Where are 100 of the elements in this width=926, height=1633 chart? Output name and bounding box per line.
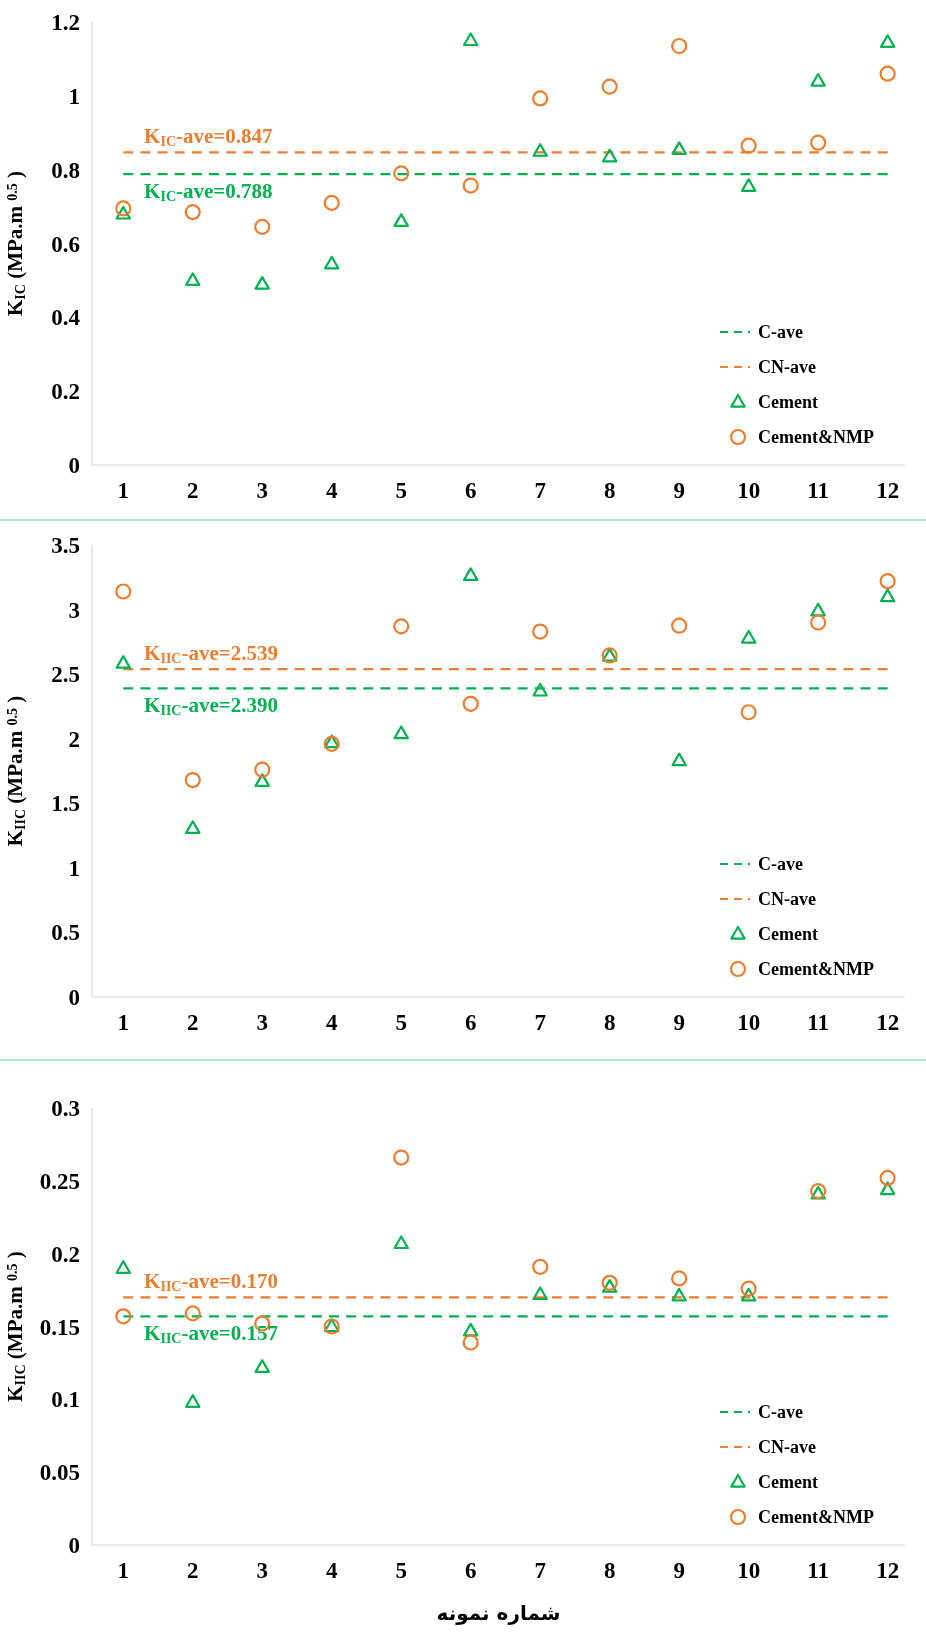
point — [601, 1274, 618, 1291]
point — [532, 1258, 549, 1275]
legend-label: Cement — [758, 392, 818, 412]
x-tick-label: 2 — [187, 1558, 199, 1583]
point — [740, 178, 757, 192]
y-tick-label: 0.5 — [51, 920, 80, 946]
y-tick-label: 0.8 — [51, 157, 80, 183]
x-tick-label: 10 — [737, 1558, 761, 1583]
point — [184, 771, 201, 789]
legend-label: CN-ave — [758, 357, 816, 377]
point — [740, 629, 757, 644]
legend-label: C-ave — [758, 854, 803, 874]
x-tick-label: 11 — [807, 1558, 830, 1583]
x-tick-label: 6 — [464, 1010, 477, 1035]
legend-label: Cement — [758, 1472, 818, 1492]
point — [254, 761, 271, 778]
x-tick-label: 12 — [876, 1558, 900, 1583]
point — [671, 1270, 688, 1287]
x-tick-label: 2 — [187, 478, 199, 503]
point — [879, 34, 896, 48]
point — [115, 655, 132, 669]
y-tick-label: 0.05 — [39, 1460, 80, 1486]
point — [879, 65, 896, 82]
x-tick-label: 5 — [395, 478, 407, 503]
point — [462, 695, 479, 712]
point — [254, 276, 270, 290]
point — [323, 194, 340, 211]
x-tick-label: 7 — [534, 1558, 546, 1583]
point — [879, 1181, 896, 1196]
point — [393, 725, 409, 740]
point — [810, 602, 826, 617]
point — [740, 137, 757, 154]
x-axis-title: شماره نمونه — [436, 1601, 561, 1625]
x-tick-label: 4 — [325, 478, 338, 503]
y-tick-label: 1.5 — [51, 791, 80, 817]
point — [184, 1305, 201, 1322]
y-tick-label: 0.3 — [51, 1096, 80, 1121]
y-tick-label: 0.25 — [39, 1168, 80, 1194]
point — [323, 255, 340, 270]
point — [185, 272, 201, 287]
x-tick-label: 3 — [256, 1010, 268, 1035]
y-tick-label: 0 — [68, 1533, 80, 1558]
point — [462, 1322, 479, 1337]
y-tick-label: 0.1 — [51, 1387, 80, 1413]
point — [115, 583, 132, 600]
point — [532, 143, 548, 157]
y-tick-label: 1.2 — [51, 10, 80, 35]
y-tick-label: 0.6 — [51, 231, 80, 257]
point — [462, 32, 479, 47]
y-tick-label: 0 — [68, 453, 80, 478]
point — [810, 72, 826, 87]
y-tick-label: 0.15 — [39, 1314, 80, 1340]
x-tick-label: 10 — [737, 478, 761, 503]
y-tick-label: 1 — [68, 855, 80, 881]
point — [810, 134, 827, 151]
x-tick-label: 1 — [117, 1010, 130, 1035]
point — [532, 623, 549, 640]
point — [671, 37, 688, 55]
legend-label: Cement&NMP — [758, 1507, 874, 1527]
x-tick-label: 6 — [464, 1558, 477, 1583]
point — [879, 573, 896, 590]
point — [671, 141, 687, 156]
point — [462, 1334, 479, 1351]
annotation: K$_{IIC}$-ave=2.390 — [144, 693, 279, 718]
point — [740, 1287, 757, 1302]
x-tick-label: 9 — [673, 1010, 685, 1035]
x-tick-label: 9 — [673, 1558, 685, 1583]
legend-label: Cement&NMP — [758, 427, 874, 447]
x-tick-label: 8 — [603, 1558, 616, 1583]
point — [532, 1286, 548, 1301]
point — [393, 618, 410, 635]
x-tick-label: 8 — [603, 478, 616, 503]
x-tick-label: 7 — [534, 478, 546, 503]
legend-label: C-ave — [758, 1402, 803, 1422]
x-tick-label: 3 — [256, 478, 268, 503]
point — [601, 1279, 618, 1293]
x-tick-label: 3 — [256, 1558, 268, 1583]
point — [879, 1169, 896, 1187]
x-tick-label: 10 — [737, 1010, 761, 1035]
x-tick-label: 8 — [603, 1010, 616, 1035]
x-tick-label: 12 — [876, 1010, 900, 1035]
x-tick-label: 7 — [534, 1010, 546, 1035]
point — [601, 78, 618, 95]
x-tick-label: 11 — [807, 1010, 830, 1035]
point — [185, 1394, 201, 1408]
point — [254, 218, 271, 235]
point — [601, 148, 618, 163]
x-tick-label: 9 — [673, 478, 685, 503]
annotation: K$_{IC}$-ave=0.847 — [144, 124, 273, 149]
annotation: K$_{IIC}$-ave=0.157 — [144, 1321, 279, 1346]
x-tick-label: 4 — [325, 1558, 338, 1583]
point — [115, 205, 132, 220]
legend-label: CN-ave — [758, 1437, 816, 1457]
x-tick-label: 2 — [187, 1010, 199, 1035]
point — [879, 588, 896, 603]
point — [740, 704, 757, 721]
point — [810, 614, 827, 631]
point — [532, 90, 549, 107]
x-tick-label: 4 — [325, 1010, 338, 1035]
point — [184, 204, 201, 221]
